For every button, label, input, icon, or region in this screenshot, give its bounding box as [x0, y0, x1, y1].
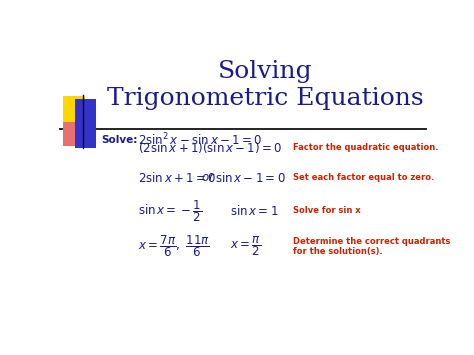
Text: Solving: Solving	[218, 60, 312, 83]
Text: Solve:: Solve:	[101, 135, 138, 144]
Text: $(2\sin x + 1)(\sin x - 1) = 0$: $(2\sin x + 1)(\sin x - 1) = 0$	[138, 140, 283, 155]
Text: $x = \dfrac{7\pi}{6},\ \dfrac{11\pi}{6}$: $x = \dfrac{7\pi}{6},\ \dfrac{11\pi}{6}$	[138, 233, 210, 259]
Text: Trigonometric Equations: Trigonometric Equations	[107, 87, 423, 110]
Text: Set each factor equal to zero.: Set each factor equal to zero.	[292, 173, 434, 182]
Text: $\sin x - 1 = 0$: $\sin x - 1 = 0$	[215, 171, 286, 185]
Bar	[75, 99, 96, 148]
Bar	[63, 122, 85, 147]
Text: $\sin x = -\dfrac{1}{2}$: $\sin x = -\dfrac{1}{2}$	[138, 198, 202, 224]
Text: $2\sin x + 1 = 0$: $2\sin x + 1 = 0$	[138, 171, 216, 185]
Text: Determine the correct quadrants
for the solution(s).: Determine the correct quadrants for the …	[292, 236, 450, 256]
Text: $\mathit{or}$: $\mathit{or}$	[201, 171, 215, 184]
Text: Solve for sin x: Solve for sin x	[292, 206, 360, 215]
Text: $2\sin^{2} x - \sin x - 1 = 0$: $2\sin^{2} x - \sin x - 1 = 0$	[138, 131, 262, 148]
Text: Factor the quadratic equation.: Factor the quadratic equation.	[292, 143, 438, 152]
Text: $x = \dfrac{\pi}{2}$: $x = \dfrac{\pi}{2}$	[230, 234, 261, 258]
Bar	[63, 96, 85, 123]
Text: $\sin x = 1$: $\sin x = 1$	[230, 204, 279, 218]
